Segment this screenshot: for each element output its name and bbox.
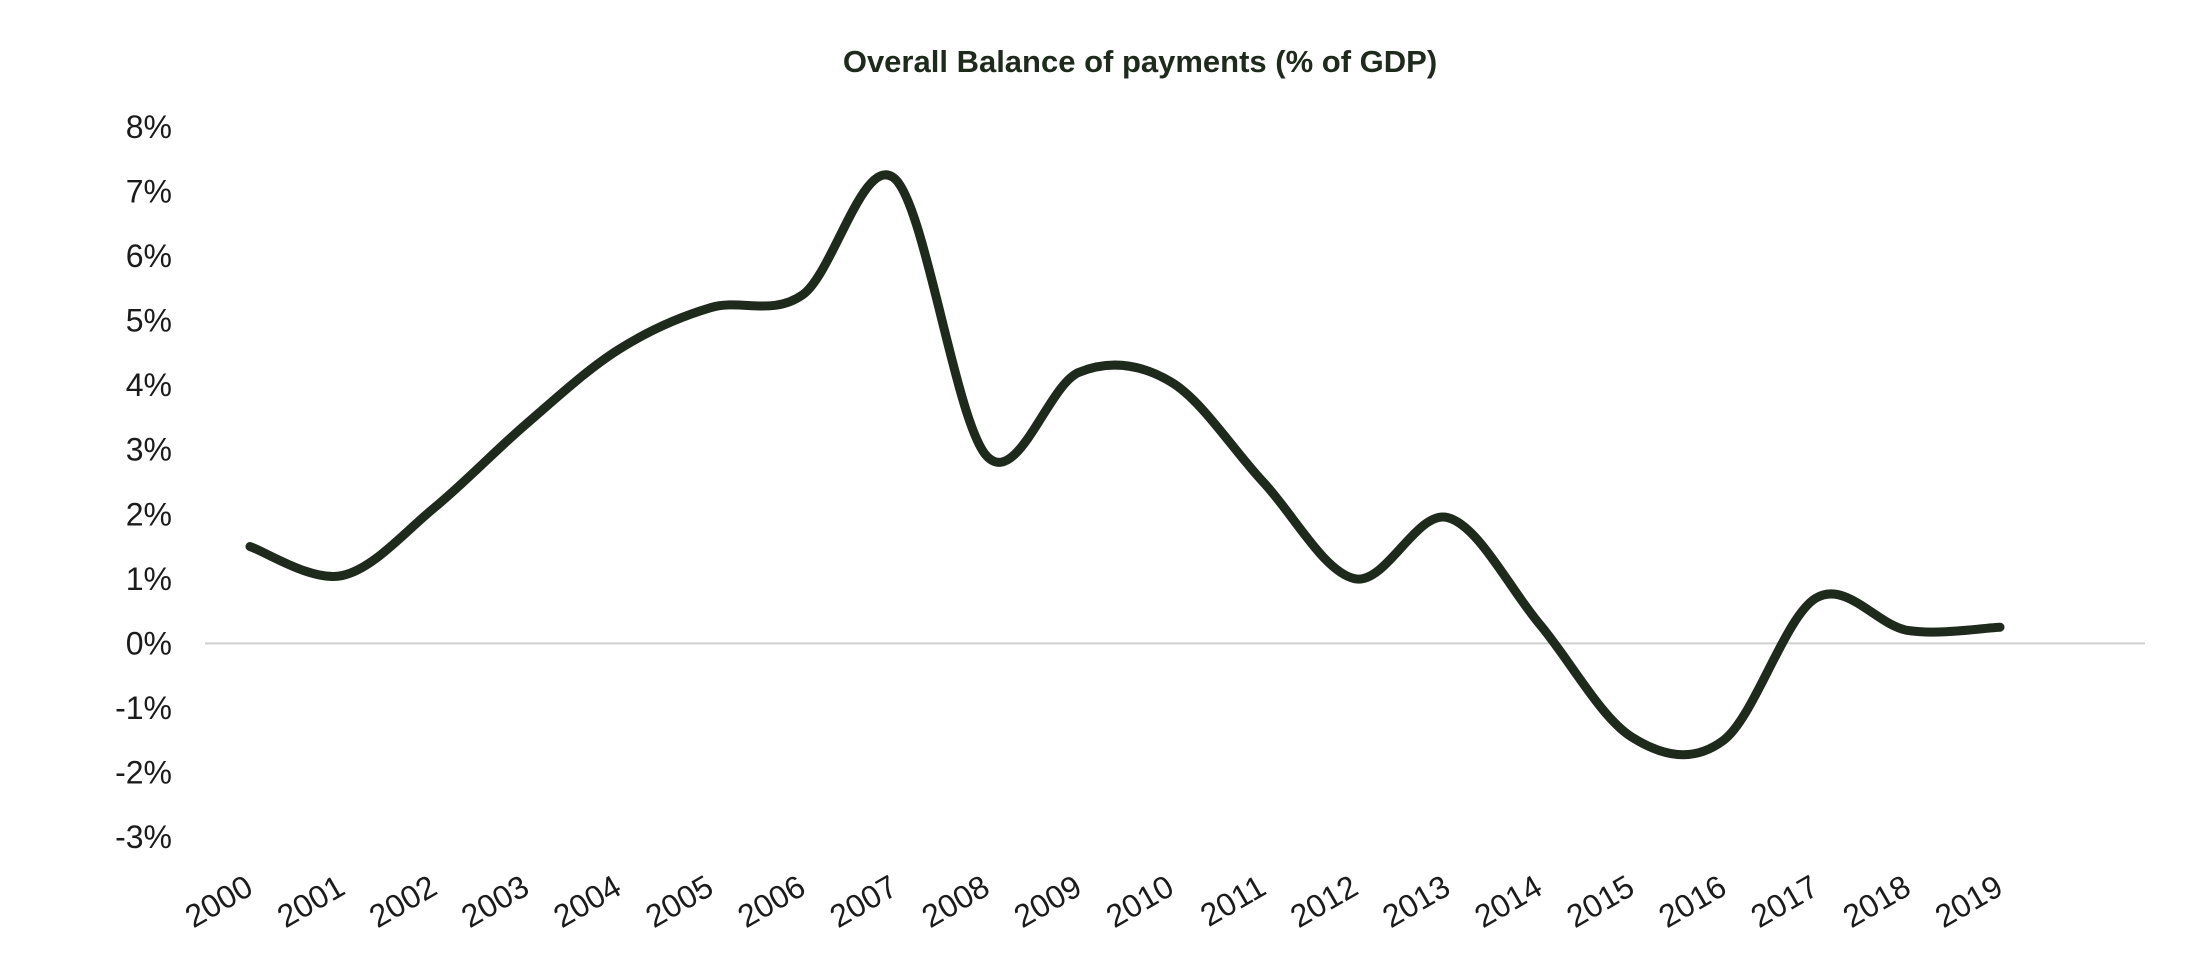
x-tick-label: 2014 bbox=[1468, 868, 1548, 935]
x-tick-label: 2011 bbox=[1194, 868, 1272, 934]
x-tick-label: 2008 bbox=[916, 868, 996, 935]
x-tick-label: 2000 bbox=[179, 868, 259, 935]
x-axis-ticks: 2000 2001 2002 2003 2004 2005 2006 2007 2008 2009… bbox=[179, 868, 2009, 935]
x-tick-label: 2004 bbox=[547, 868, 627, 935]
x-tick-label: 2015 bbox=[1560, 868, 1640, 935]
data-points bbox=[246, 174, 2005, 745]
x-tick-label: 2006 bbox=[731, 868, 811, 935]
x-tick-label: 2010 bbox=[1100, 868, 1180, 935]
y-tick-label: 8% bbox=[126, 109, 172, 145]
x-tick-label: 2012 bbox=[1284, 868, 1364, 935]
y-axis-ticks: 8% 7% 6% 5% 4% 3% 2% 1% 0% -1% -2% -3% bbox=[115, 109, 172, 855]
y-tick-label: -2% bbox=[115, 754, 172, 790]
x-tick-label: 2016 bbox=[1653, 868, 1733, 935]
y-tick-label: 3% bbox=[126, 432, 172, 468]
y-tick-label: 0% bbox=[126, 625, 172, 661]
y-tick-label: 5% bbox=[126, 303, 172, 339]
x-tick-label: 2001 bbox=[271, 868, 351, 935]
y-tick-label: -1% bbox=[115, 690, 172, 726]
x-tick-label: 2003 bbox=[455, 868, 535, 935]
y-tick-label: 4% bbox=[126, 367, 172, 403]
y-tick-label: 7% bbox=[126, 174, 172, 210]
x-tick-label: 2002 bbox=[363, 868, 443, 935]
x-tick-label: 2019 bbox=[1929, 868, 2009, 935]
y-tick-label: 2% bbox=[126, 496, 172, 532]
y-tick-label: 6% bbox=[126, 238, 172, 274]
x-tick-label: 2017 bbox=[1745, 868, 1825, 935]
y-tick-label: -3% bbox=[115, 819, 172, 855]
series-line bbox=[245, 170, 2005, 760]
x-tick-label: 2013 bbox=[1376, 868, 1456, 935]
x-tick-label: 2009 bbox=[1008, 868, 1088, 935]
x-tick-label: 2005 bbox=[639, 868, 719, 935]
x-tick-label: 2018 bbox=[1837, 868, 1917, 935]
chart-title: Overall Balance of payments (% of GDP) bbox=[843, 44, 1437, 79]
x-tick-label: 2007 bbox=[824, 868, 904, 935]
y-tick-label: 1% bbox=[126, 561, 172, 597]
